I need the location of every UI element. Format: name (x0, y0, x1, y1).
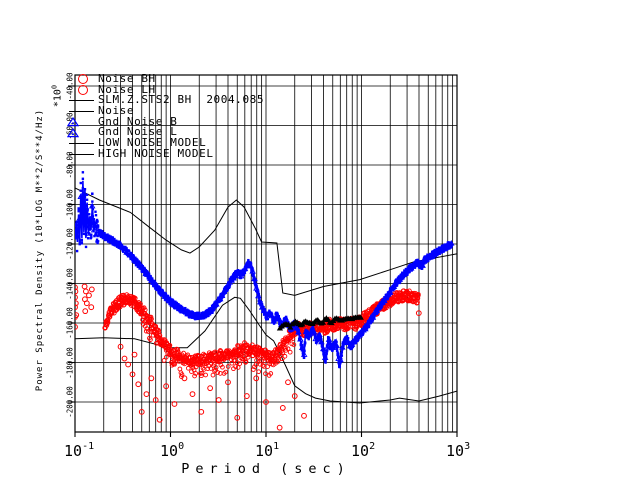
legend-label: SLM.Z.STS2 BH 2004.085 (98, 93, 265, 107)
x-tick-exp: -1 (82, 441, 95, 452)
x-tick-exp: 3 (464, 441, 471, 452)
circle-marker-icon (66, 85, 98, 96)
y-tick--120: -120.00 (65, 228, 75, 260)
dash-marker-icon (66, 110, 98, 112)
legend-item-station-title: SLM.Z.STS2 BH 2004.085 (66, 95, 264, 106)
y-scale-exp: 0 (50, 84, 59, 90)
y-tick--200: -200.00 (65, 386, 75, 418)
series-high-noise-model (75, 187, 457, 296)
legend-item-noise: Noise (66, 104, 264, 118)
legend-label: LOW NOISE MODEL (98, 136, 207, 150)
x-tick-100: 102 (351, 441, 376, 460)
y-tick--160: -160.00 (65, 307, 75, 339)
x-tick-10: 101 (255, 441, 280, 460)
legend-item-noise-lh: Noise LH (66, 82, 264, 96)
legend-label: Gnd Noise B (98, 114, 178, 128)
legend-label: Noise LH (98, 82, 156, 96)
x-tick-1000: 103 (446, 441, 471, 460)
y-axis-title: Power Spectral Density (10*LOG M**2/S**4… (35, 108, 45, 392)
legend-item-gnd-noise-l: Gnd Noise L (66, 127, 264, 138)
legend-item-high-noise-model: HIGH NOISE MODEL (66, 146, 264, 160)
x-tick-1: 100 (160, 441, 185, 460)
series-low-noise-model (75, 296, 457, 404)
legend-label: Gnd Noise L (98, 125, 178, 139)
y-axis-scale-label: *100 (50, 85, 63, 107)
legend-item-gnd-noise-b: Gnd Noise B (66, 114, 264, 128)
y-tick--180: -180.00 (65, 347, 75, 379)
dash-marker-icon (66, 142, 98, 144)
triangle-marker-icon (66, 117, 98, 127)
x-axis-title: Period (sec) (181, 461, 351, 477)
x-tick-0.1: 10-1 (64, 441, 95, 460)
x-tick-base: 10 (351, 442, 370, 460)
legend-item-low-noise-model: LOW NOISE MODEL (66, 136, 264, 150)
grid (68, 75, 458, 437)
legend-label: Noise (98, 104, 135, 118)
y-tick--140: -140.00 (65, 268, 75, 300)
series-noise (276, 314, 364, 331)
legend: Noise BH Noise LH SLM.Z.STS2 BH 2004.085… (66, 72, 264, 160)
x-tick-exp: 1 (273, 441, 280, 452)
series-noise-bh-noise-lh (75, 283, 422, 431)
dash-marker-icon (66, 100, 98, 102)
y-tick--100: -100.00 (65, 189, 75, 221)
plot-frame (74, 74, 458, 433)
circle-marker-icon (66, 74, 98, 85)
triangle-marker-icon (66, 127, 98, 138)
legend-label: HIGH NOISE MODEL (98, 146, 214, 160)
x-tick-exp: 0 (178, 441, 185, 452)
x-tick-exp: 2 (369, 441, 376, 452)
x-tick-base: 10 (255, 442, 274, 460)
dash-marker-icon (66, 153, 98, 155)
x-tick-base: 10 (64, 442, 83, 460)
x-tick-base: 10 (160, 442, 179, 460)
legend-label: Noise BH (98, 72, 156, 85)
x-tick-base: 10 (446, 442, 465, 460)
y-scale-base: *10 (52, 89, 64, 108)
series-gnd-noise-b-gnd-noise-l (75, 171, 455, 369)
legend-item-noise-bh: Noise BH (66, 72, 264, 85)
